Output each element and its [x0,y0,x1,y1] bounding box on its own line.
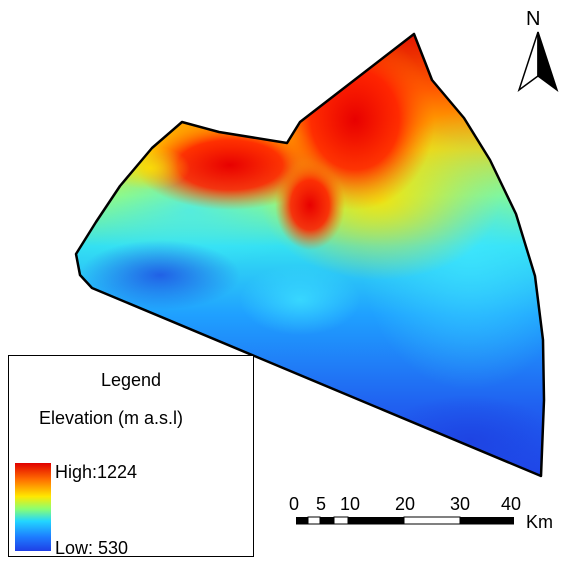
study-area-boundary [74,32,546,478]
scale-bar [296,516,514,525]
scale-label-20: 20 [394,494,416,514]
scale-label-30: 30 [449,494,471,514]
legend-box: Legend Elevation (m a.s.l) High:1224 Low… [8,355,254,558]
scale-label-40: 40 [500,494,522,514]
scale-unit: Km [526,512,553,532]
legend-high-label: High:1224 [55,462,138,482]
north-label: N [526,8,541,30]
scale-label-5: 5 [315,494,327,514]
elevation-color-ramp [15,463,51,551]
legend-title: Legend [100,370,162,390]
north-arrow-icon [517,31,559,92]
legend-subtitle: Elevation (m a.s.l) [39,408,184,428]
scale-label-10: 10 [339,494,361,514]
scale-label-0: 0 [288,494,300,514]
legend-low-label: Low: 530 [55,538,129,558]
